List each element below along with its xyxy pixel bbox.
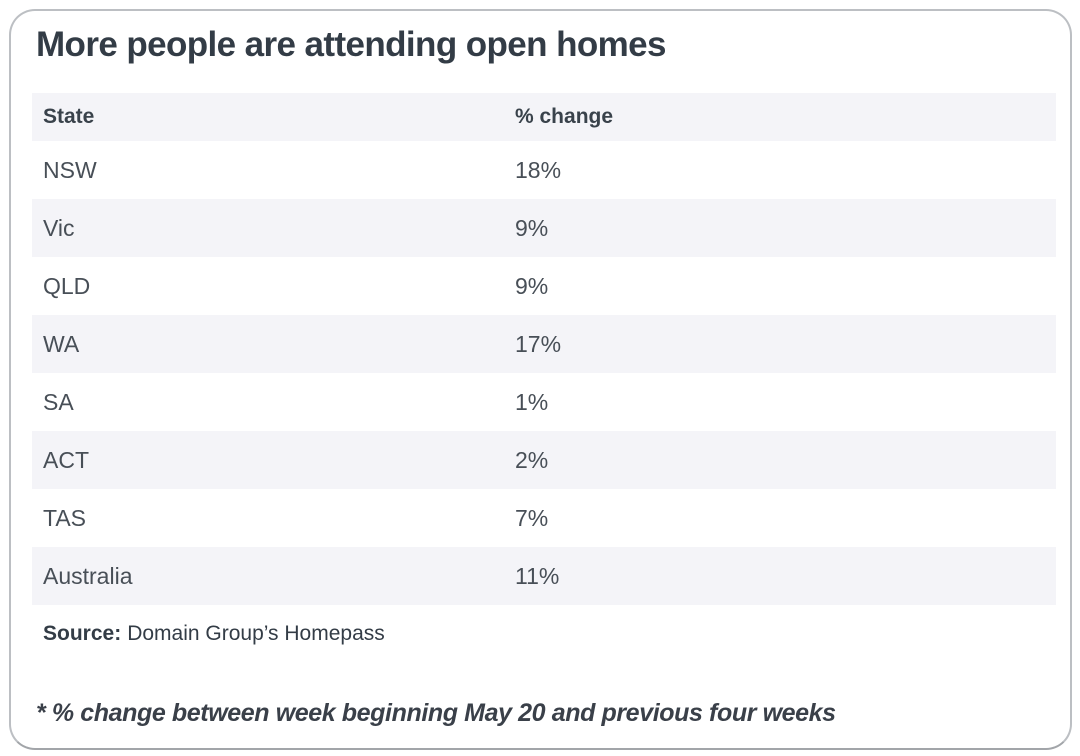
table-row: WA 17% [32,315,1056,373]
table-row: ACT 2% [32,431,1056,489]
change-cell: 1% [515,388,549,415]
page-title: More people are attending open homes [36,25,666,64]
change-cell: 9% [515,214,549,241]
table-row: Vic 9% [32,199,1056,257]
change-cell: 9% [515,272,549,299]
column-header-change: % change [515,105,614,128]
change-cell: 7% [515,504,549,531]
table-row: SA 1% [32,373,1056,431]
change-cell: 17% [515,330,562,357]
state-cell: Australia [43,562,133,589]
table-row: Australia 11% [32,547,1056,605]
change-cell: 18% [515,156,562,183]
footnote: * % change between week beginning May 20… [36,699,836,727]
table-card: More people are attending open homes Sta… [9,9,1072,750]
state-cell: QLD [43,272,91,299]
state-cell: TAS [43,504,87,531]
table-row: NSW 18% [32,141,1056,199]
source-label: Source: [43,622,122,645]
table-header-row: State % change [32,93,1056,141]
state-cell: WA [43,330,80,357]
table-row: QLD 9% [32,257,1056,315]
state-cell: SA [43,388,74,415]
state-cell: NSW [43,156,97,183]
source-text: Domain Group’s Homepass [127,622,385,645]
source-line: Source: Domain Group’s Homepass [32,605,1056,663]
change-cell: 2% [515,446,549,473]
state-cell: Vic [43,214,75,241]
state-cell: ACT [43,446,89,473]
column-header-state: State [43,105,95,128]
open-homes-table: State % change NSW 18% Vic 9% QLD 9% WA … [32,93,1056,663]
change-cell: 11% [515,562,560,589]
table-row: TAS 7% [32,489,1056,547]
